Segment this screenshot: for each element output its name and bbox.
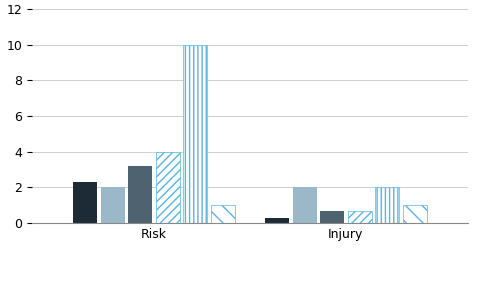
Bar — [320, 210, 344, 223]
Bar — [348, 210, 372, 223]
Bar — [292, 187, 316, 223]
Bar — [402, 205, 426, 223]
Bar — [128, 166, 152, 223]
Bar — [375, 187, 399, 223]
Bar — [211, 205, 234, 223]
Bar — [266, 218, 289, 223]
Bar — [101, 187, 125, 223]
Bar — [156, 152, 180, 223]
Bar — [74, 182, 98, 223]
Bar — [184, 45, 208, 223]
